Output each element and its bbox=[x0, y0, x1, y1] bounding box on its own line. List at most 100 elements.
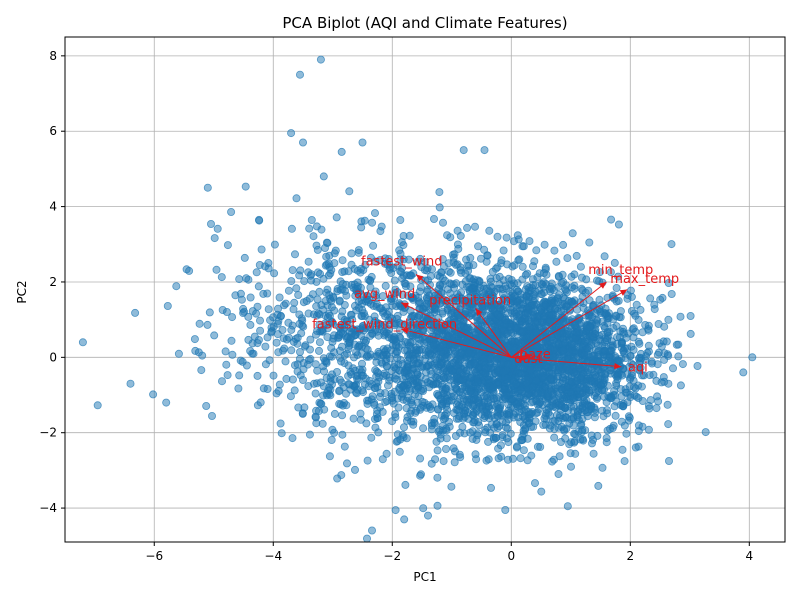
data-point bbox=[533, 408, 542, 417]
data-point bbox=[510, 312, 519, 321]
data-point bbox=[78, 338, 87, 347]
data-point bbox=[253, 371, 262, 380]
data-point bbox=[532, 328, 541, 337]
data-point bbox=[667, 240, 676, 249]
data-point bbox=[412, 378, 421, 387]
y-tick-label: −4 bbox=[39, 501, 57, 515]
data-point bbox=[416, 470, 425, 479]
data-point bbox=[529, 422, 538, 431]
data-point bbox=[631, 311, 640, 320]
data-point bbox=[686, 311, 695, 320]
data-point bbox=[294, 403, 303, 412]
data-point bbox=[399, 423, 408, 432]
data-point bbox=[361, 338, 370, 347]
data-point bbox=[435, 281, 444, 290]
data-point bbox=[493, 424, 502, 433]
data-point bbox=[508, 289, 517, 298]
data-point bbox=[312, 241, 321, 250]
data-point bbox=[333, 474, 342, 483]
data-point bbox=[528, 307, 537, 316]
data-point bbox=[578, 403, 587, 412]
data-point bbox=[542, 361, 551, 370]
data-point bbox=[387, 392, 396, 401]
data-point bbox=[222, 360, 231, 369]
data-point bbox=[407, 345, 416, 354]
x-axis-label: PC1 bbox=[413, 570, 436, 584]
data-point bbox=[298, 138, 307, 147]
data-point bbox=[210, 234, 219, 243]
data-point bbox=[467, 372, 476, 381]
data-point bbox=[538, 280, 547, 289]
data-point bbox=[392, 437, 401, 446]
data-point bbox=[629, 345, 638, 354]
data-point bbox=[497, 256, 506, 265]
data-point bbox=[522, 292, 531, 301]
data-point bbox=[607, 215, 616, 224]
data-point bbox=[439, 457, 448, 466]
data-point bbox=[388, 314, 397, 323]
data-point bbox=[366, 283, 375, 292]
data-point bbox=[550, 246, 559, 255]
data-point bbox=[382, 362, 391, 371]
data-point bbox=[519, 446, 528, 455]
data-point bbox=[388, 301, 397, 310]
data-point bbox=[590, 413, 599, 422]
data-point bbox=[536, 442, 545, 451]
data-point bbox=[250, 332, 259, 341]
loading-label-fastest_wind: fastest_wind bbox=[361, 254, 443, 269]
data-point bbox=[288, 434, 297, 443]
data-point bbox=[356, 415, 365, 424]
loading-arrowhead-haze bbox=[524, 352, 533, 360]
data-point bbox=[624, 412, 633, 421]
data-point bbox=[465, 287, 474, 296]
data-point bbox=[407, 417, 416, 426]
data-point bbox=[381, 398, 390, 407]
data-point bbox=[572, 251, 581, 260]
data-point bbox=[300, 277, 309, 286]
data-point bbox=[386, 294, 395, 303]
data-point bbox=[435, 203, 444, 212]
data-point bbox=[587, 376, 596, 385]
data-point bbox=[495, 280, 504, 289]
loading-arrow-fastest_wind_direction bbox=[401, 328, 512, 358]
data-point bbox=[381, 389, 390, 398]
data-point bbox=[572, 377, 581, 386]
data-point bbox=[335, 323, 344, 332]
data-point bbox=[483, 251, 492, 260]
data-point bbox=[570, 296, 579, 305]
data-point bbox=[398, 360, 407, 369]
data-point bbox=[499, 384, 508, 393]
data-point bbox=[517, 436, 526, 445]
data-point bbox=[235, 371, 244, 380]
data-point bbox=[380, 320, 389, 329]
data-point bbox=[370, 384, 379, 393]
data-point bbox=[337, 342, 346, 351]
data-point bbox=[663, 400, 672, 409]
data-point bbox=[531, 479, 540, 488]
data-point bbox=[510, 346, 519, 355]
data-point bbox=[441, 414, 450, 423]
data-point bbox=[205, 308, 214, 317]
data-point bbox=[524, 407, 533, 416]
data-point bbox=[400, 279, 409, 288]
data-point bbox=[659, 337, 668, 346]
data-point bbox=[458, 400, 467, 409]
y-tick-label: 8 bbox=[49, 49, 57, 63]
data-point bbox=[602, 309, 611, 318]
data-point bbox=[564, 406, 573, 415]
data-point bbox=[492, 433, 501, 442]
y-axis-label: PC2 bbox=[15, 280, 29, 303]
data-point bbox=[191, 346, 200, 355]
data-point bbox=[340, 286, 349, 295]
data-point bbox=[369, 241, 378, 250]
data-point bbox=[514, 256, 523, 265]
data-point bbox=[461, 307, 470, 316]
data-point bbox=[442, 374, 451, 383]
data-point bbox=[450, 318, 459, 327]
data-point bbox=[617, 417, 626, 426]
data-point bbox=[572, 328, 581, 337]
data-point bbox=[364, 275, 373, 284]
data-point bbox=[602, 434, 611, 443]
data-point bbox=[392, 348, 401, 357]
data-point bbox=[304, 309, 313, 318]
